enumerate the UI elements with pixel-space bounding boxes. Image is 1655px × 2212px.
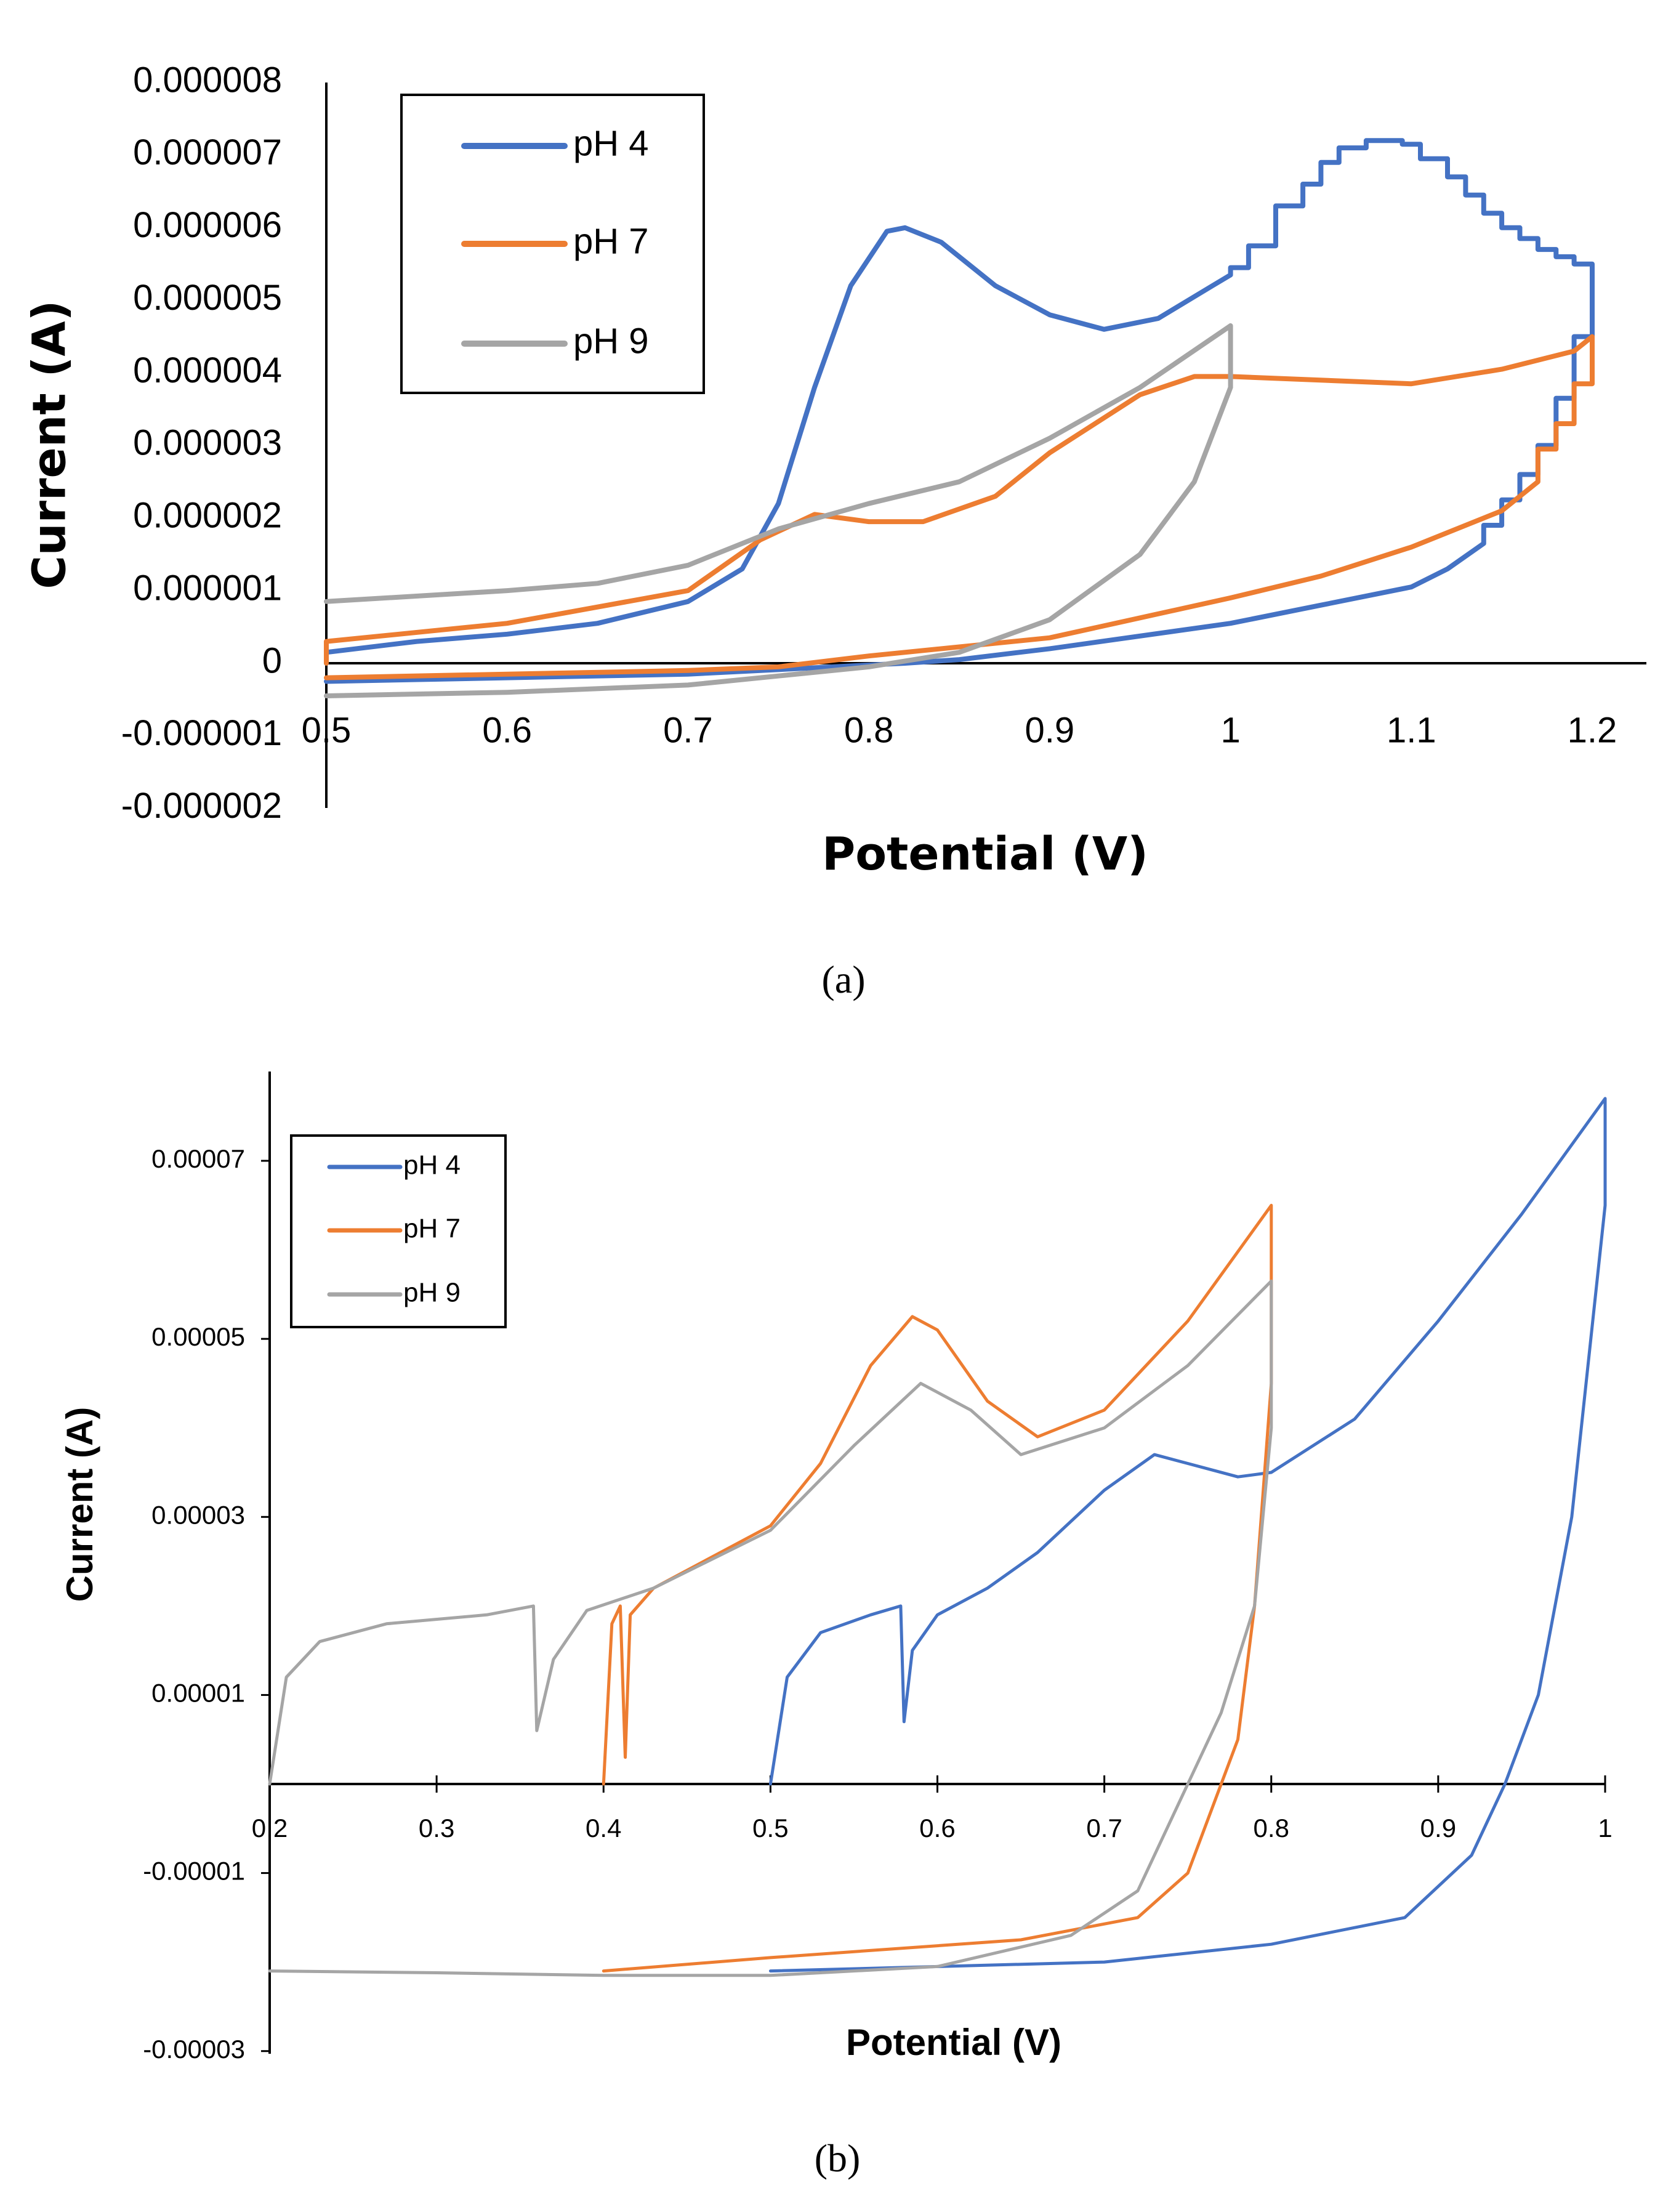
- x-tick-label: 1.1: [1387, 710, 1436, 750]
- legend-label: pH 9: [403, 1278, 461, 1308]
- series-line-ph-7: [324, 334, 1595, 680]
- y-tick-label: -0.00003: [143, 2035, 245, 2064]
- x-axis-title: Potential (V): [822, 828, 1148, 881]
- y-tick-label: 0.000004: [133, 350, 282, 390]
- y-tick-label: -0.000001: [121, 713, 282, 753]
- x-axis-title: Potential (V): [846, 2022, 1061, 2063]
- y-tick-label: 0.000008: [133, 60, 282, 100]
- series-line-ph-4: [768, 1097, 1607, 1973]
- y-tick-label: 0.00005: [151, 1322, 245, 1351]
- y-tick-label: 0.000006: [133, 205, 282, 245]
- x-tick-label: 1: [1220, 710, 1240, 750]
- x-tick-label: 0.8: [1254, 1814, 1289, 1843]
- y-tick-label: 0.00007: [151, 1144, 245, 1173]
- y-tick-label: 0.000002: [133, 496, 282, 536]
- series-line-ph-9: [268, 1279, 1273, 1977]
- legend-label: pH 7: [403, 1214, 461, 1244]
- y-tick-label: 0.00001: [151, 1679, 245, 1708]
- y-tick-label: -0.000002: [121, 786, 282, 826]
- series-line-ph-7: [602, 1203, 1273, 1973]
- x-tick-label: 0.6: [482, 710, 532, 750]
- x-tick-label: 0.4: [586, 1814, 621, 1843]
- figure-caption: (a): [821, 958, 865, 1001]
- legend-label: pH 4: [573, 123, 649, 163]
- x-tick-label: 0.2: [252, 1814, 288, 1843]
- y-tick-label: 0.000007: [133, 132, 282, 172]
- chart-b: 0.00007 0.00005 0.00003 0.00001 -0.00001 -0.0…: [59, 1072, 1613, 2180]
- legend-label: pH 9: [573, 321, 649, 361]
- y-axis-title: Current (A): [59, 1407, 100, 1602]
- x-tick-label: 1: [1598, 1814, 1612, 1843]
- legend: pH 4 pH 7 pH 9: [400, 94, 705, 394]
- legend-label: pH 4: [403, 1150, 461, 1181]
- x-tick-label: 0.6: [919, 1814, 955, 1843]
- y-tick-label: 0.000005: [133, 278, 282, 318]
- x-tick-label: 0.3: [419, 1814, 454, 1843]
- y-tick-label: -0.00001: [143, 1857, 245, 1886]
- figure-caption: (b): [815, 2136, 861, 2180]
- x-tick-label: 0.9: [1025, 710, 1075, 750]
- legend-label: pH 7: [573, 221, 649, 261]
- y-axis-title: Current (A): [23, 301, 76, 589]
- y-tick-label: 0.000001: [133, 568, 282, 608]
- x-tick-label: 0.8: [844, 710, 894, 750]
- y-tick-label: 0.000003: [133, 423, 282, 463]
- x-tick-label: 0.5: [752, 1814, 788, 1843]
- y-tick-label: 0: [262, 640, 282, 680]
- x-tick-label: 0.9: [1420, 1814, 1456, 1843]
- x-tick-label: 0.7: [1086, 1814, 1122, 1843]
- y-tick-label: 0.00003: [151, 1500, 245, 1529]
- x-tick-label: 0.5: [302, 710, 352, 750]
- chart-a: 0.000008 0.000007 0.000006 0.000005 0.000004…: [23, 60, 1646, 1001]
- legend: pH 4 pH 7 pH 9: [290, 1134, 507, 1328]
- series-line-ph-9: [324, 323, 1233, 698]
- x-tick-label: 1.2: [1568, 710, 1617, 750]
- x-tick-label: 0.7: [663, 710, 713, 750]
